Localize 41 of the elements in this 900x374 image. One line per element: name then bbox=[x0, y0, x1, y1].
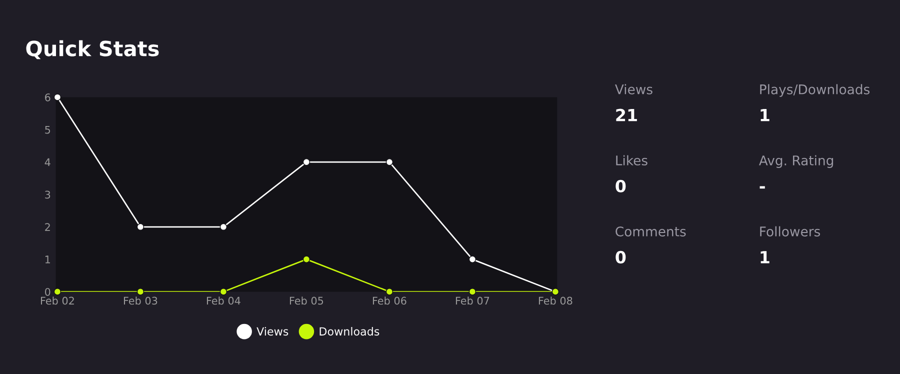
x-tick-label: Feb 08 bbox=[538, 296, 572, 305]
text: 0 bbox=[616, 180, 626, 192]
y-tick-label: 0 bbox=[45, 288, 50, 296]
y-tick-label: 6 bbox=[45, 93, 50, 102]
point bbox=[54, 94, 62, 101]
text: - bbox=[760, 186, 765, 189]
text: Followers bbox=[760, 226, 820, 236]
point bbox=[468, 288, 476, 296]
text: 0 bbox=[616, 250, 626, 264]
x-tick-label: Feb 03 bbox=[124, 296, 158, 305]
x-tick-label: Feb 07 bbox=[456, 296, 490, 305]
point bbox=[468, 256, 476, 263]
text: Plays/Downloads bbox=[760, 84, 870, 97]
y-tick-label: 1 bbox=[45, 256, 50, 264]
point bbox=[302, 158, 310, 166]
x-tick-label: Feb 02 bbox=[40, 296, 74, 305]
x-tick-label: Feb 04 bbox=[206, 296, 240, 305]
text: 1 bbox=[760, 108, 770, 122]
point bbox=[302, 256, 310, 263]
y-tick-label: 2 bbox=[45, 223, 50, 231]
point bbox=[136, 288, 144, 296]
text: Views bbox=[614, 84, 652, 94]
legend-label: Downloads bbox=[320, 327, 380, 336]
point bbox=[54, 288, 62, 296]
text: 1 bbox=[760, 251, 770, 264]
y-tick-label: 5 bbox=[45, 126, 50, 134]
x-tick-label: Feb 05 bbox=[290, 296, 324, 305]
point bbox=[386, 158, 394, 166]
chart-title: Quick Stats bbox=[26, 40, 159, 60]
point bbox=[136, 223, 144, 230]
legend-label: Views bbox=[256, 327, 288, 336]
text: Avg. Rating bbox=[758, 155, 834, 168]
text: Comments bbox=[616, 226, 686, 236]
point bbox=[386, 288, 394, 296]
point bbox=[220, 223, 228, 230]
y-tick-label: 3 bbox=[45, 190, 50, 199]
y-tick-label: 4 bbox=[44, 158, 50, 166]
x-tick-label: Feb 06 bbox=[372, 296, 406, 305]
text: Likes bbox=[616, 155, 648, 166]
text: 21 bbox=[616, 108, 637, 122]
point bbox=[220, 288, 228, 296]
